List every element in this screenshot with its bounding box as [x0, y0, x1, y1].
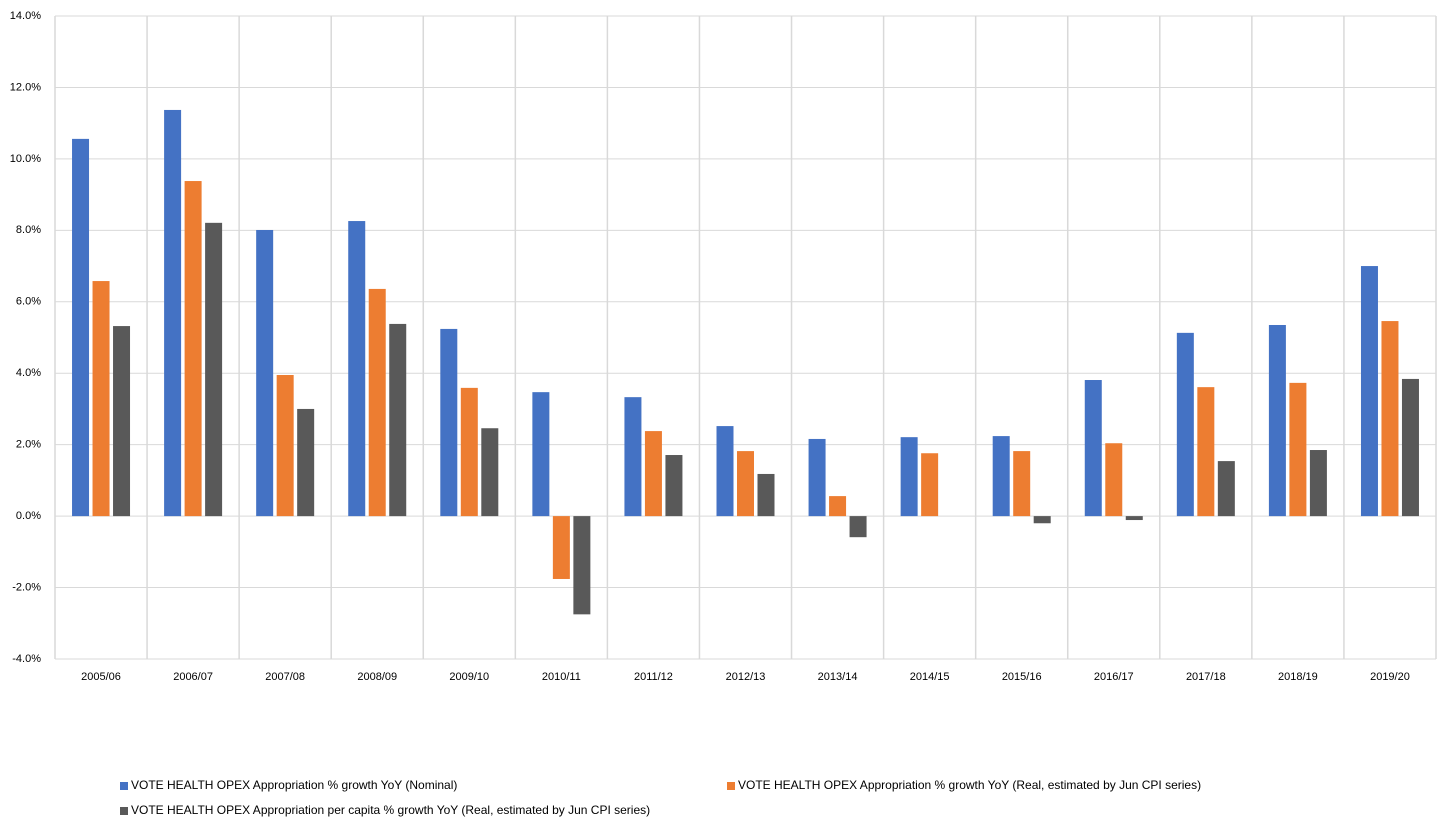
- bar: [1176, 332, 1194, 517]
- bar: [440, 328, 458, 517]
- bar: [992, 436, 1010, 517]
- bar: [1289, 382, 1307, 517]
- x-tick-label: 2014/15: [910, 671, 950, 683]
- y-tick-label: 2.0%: [16, 439, 41, 451]
- bar: [256, 229, 274, 517]
- y-tick-label: 14.0%: [10, 10, 41, 22]
- x-tick-label: 2019/20: [1370, 671, 1410, 683]
- y-tick-label: 8.0%: [16, 224, 41, 236]
- y-tick-label: 10.0%: [10, 153, 41, 165]
- bar: [1125, 516, 1143, 521]
- x-tick-label: 2005/06: [81, 671, 121, 683]
- bar: [921, 453, 939, 517]
- legend-swatch: [120, 807, 128, 815]
- bar: [205, 222, 223, 517]
- bar: [849, 516, 867, 538]
- legend-swatch: [120, 782, 128, 790]
- bar: [665, 455, 683, 517]
- y-tick-label: 4.0%: [16, 367, 41, 379]
- bar: [1268, 324, 1286, 517]
- bar: [1401, 378, 1419, 517]
- x-tick-label: 2015/16: [1002, 671, 1042, 683]
- bar: [808, 438, 826, 517]
- x-tick-label: 2018/19: [1278, 671, 1318, 683]
- x-tick-label: 2017/18: [1186, 671, 1226, 683]
- y-tick-label: -4.0%: [12, 653, 41, 665]
- bar: [1105, 443, 1123, 517]
- bar: [72, 138, 90, 517]
- bar: [276, 375, 294, 517]
- bar: [1197, 387, 1215, 517]
- x-tick-label: 2006/07: [173, 671, 213, 683]
- x-tick-label: 2009/10: [449, 671, 489, 683]
- bar: [552, 516, 570, 579]
- bar: [624, 397, 642, 517]
- y-tick-label: 6.0%: [16, 296, 41, 308]
- x-tick-label: 2008/09: [357, 671, 397, 683]
- legend-label: VOTE HEALTH OPEX Appropriation per capit…: [131, 803, 650, 817]
- bar: [460, 387, 478, 517]
- bar: [184, 181, 202, 517]
- bar: [1309, 450, 1327, 517]
- x-tick-label: 2010/11: [542, 671, 581, 683]
- bar: [1381, 321, 1399, 517]
- legend-swatch: [727, 782, 735, 790]
- bar: [368, 288, 386, 517]
- y-tick-label: 12.0%: [10, 81, 41, 93]
- bar: [1217, 461, 1235, 517]
- bar: [737, 451, 754, 517]
- x-tick-label: 2007/08: [265, 671, 305, 683]
- y-tick-label: -2.0%: [12, 581, 41, 593]
- bar: [1360, 266, 1378, 517]
- bar: [92, 281, 110, 517]
- bar: [1013, 451, 1031, 517]
- bar: [1084, 380, 1102, 517]
- bar: [297, 408, 315, 517]
- bar: [573, 516, 591, 615]
- bar: [757, 473, 775, 517]
- x-tick-label: 2012/13: [726, 671, 766, 683]
- legend-label: VOTE HEALTH OPEX Appropriation % growth …: [131, 778, 457, 792]
- bar: [829, 496, 847, 517]
- legend-label: VOTE HEALTH OPEX Appropriation % growth …: [738, 778, 1201, 792]
- bar: [113, 326, 131, 517]
- x-tick-label: 2011/12: [634, 671, 673, 683]
- x-tick-label: 2016/17: [1094, 671, 1134, 683]
- bar: [900, 437, 918, 517]
- bar: [644, 431, 662, 517]
- bar: [532, 392, 550, 517]
- bar: [389, 323, 407, 517]
- bar: [716, 426, 734, 517]
- bar: [1033, 516, 1051, 524]
- x-tick-label: 2013/14: [818, 671, 858, 683]
- bar: [348, 221, 366, 517]
- y-tick-label: 0.0%: [16, 510, 41, 522]
- bar: [164, 109, 182, 517]
- bar: [481, 428, 499, 517]
